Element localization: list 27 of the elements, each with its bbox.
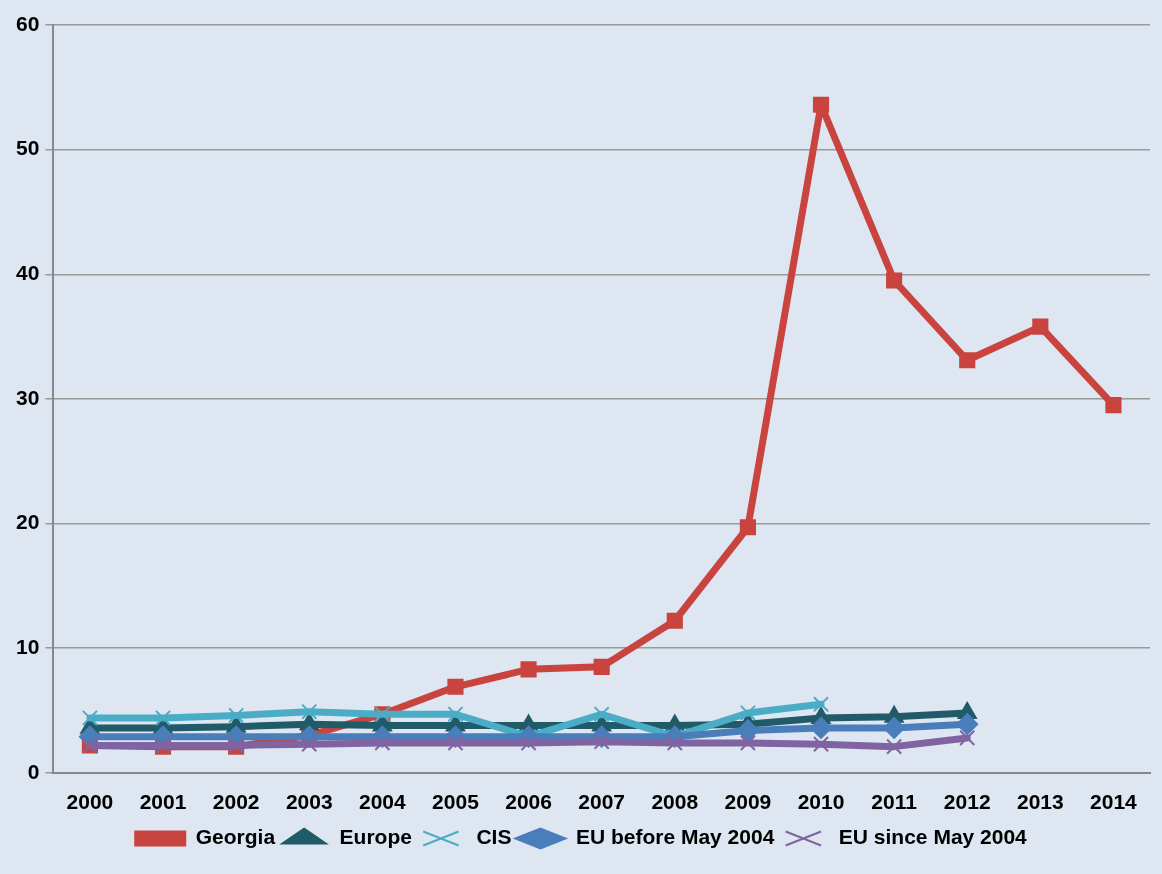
x-tick-label: 2006: [505, 790, 552, 814]
legend-label: EU before May 2004: [575, 825, 775, 849]
y-tick-label: 10: [16, 634, 40, 658]
y-tick-label: 50: [16, 136, 40, 160]
x-tick-label: 2004: [358, 790, 407, 814]
x-tick-label: 2011: [871, 790, 918, 814]
y-tick-label: 40: [16, 261, 40, 285]
x-tick-label: 2007: [578, 790, 626, 814]
x-tick-label: 2003: [285, 790, 333, 814]
legend-label: Europe: [339, 825, 412, 849]
x-tick-label: 2001: [139, 790, 187, 814]
x-tick-label: 2010: [797, 790, 845, 814]
y-tick-label: 0: [27, 759, 40, 783]
legend-label: Georgia: [195, 825, 276, 849]
y-tick-label: 60: [16, 11, 40, 35]
x-tick-label: 2000: [66, 790, 114, 814]
legend-label: CIS: [476, 825, 512, 849]
y-tick-label: 30: [16, 385, 40, 409]
x-tick-label: 2012: [943, 790, 991, 814]
x-tick-label: 2005: [432, 790, 480, 814]
x-tick-label: 2009: [724, 790, 772, 814]
x-tick-label: 2013: [1016, 790, 1064, 814]
x-tick-label: 2014: [1090, 790, 1138, 814]
legend-label: EU since May 2004: [838, 825, 1028, 849]
x-tick-label: 2008: [651, 790, 699, 814]
y-tick-label: 20: [16, 510, 40, 534]
x-tick-label: 2002: [212, 790, 260, 814]
